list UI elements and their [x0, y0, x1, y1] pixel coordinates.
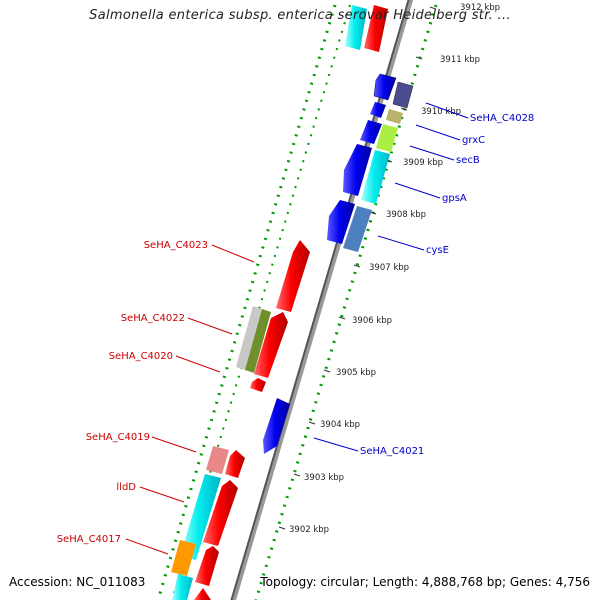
- topology-text: Topology: circular; Length: 4,888,768 bp…: [260, 575, 590, 589]
- gene-arrow-red[interactable]: [195, 546, 219, 586]
- gene-label[interactable]: lldD: [116, 482, 136, 493]
- kbp-label: 3906 kbp: [352, 316, 392, 326]
- kbp-label: 3912 kbp: [460, 3, 500, 13]
- gene-arrow-red[interactable]: [225, 450, 245, 478]
- gene-arrow-blue[interactable]: [370, 102, 386, 118]
- gene-label[interactable]: cysE: [426, 245, 449, 256]
- kbp-label: 3911 kbp: [440, 55, 480, 65]
- gene-arrow-blue[interactable]: [343, 144, 372, 196]
- kbp-label: 3903 kbp: [304, 473, 344, 483]
- kbp-label: 3907 kbp: [369, 263, 409, 273]
- gene-arrow-blue[interactable]: [360, 120, 382, 144]
- gene-arrow-red[interactable]: [254, 312, 288, 378]
- gene-arrow-red[interactable]: [194, 588, 211, 600]
- gene-arrow-olive[interactable]: [386, 109, 403, 124]
- gene-arrow-cyan[interactable]: [180, 474, 221, 560]
- gene-label[interactable]: SeHA_C4019: [86, 432, 150, 443]
- kbp-label: 3902 kbp: [289, 525, 329, 535]
- gene-arrow-cyan[interactable]: [172, 574, 193, 600]
- map-title: Salmonella enterica subsp. enterica sero…: [89, 8, 511, 23]
- gene-arrow-silver[interactable]: [236, 306, 262, 370]
- kbp-label: 3905 kbp: [336, 368, 376, 378]
- gene-arrow-slate[interactable]: [392, 81, 414, 109]
- kbp-label: 3908 kbp: [386, 210, 426, 220]
- gene-arrow-red[interactable]: [203, 480, 238, 546]
- inner-ring-dotted: [156, 4, 337, 600]
- gene-label[interactable]: secB: [456, 155, 480, 166]
- reverse-genes: [171, 5, 388, 600]
- gene-label[interactable]: SeHA_C4021: [360, 446, 424, 457]
- gene-arrow-cyan[interactable]: [361, 150, 390, 204]
- accession-text: Accession: NC_011083: [9, 575, 146, 589]
- kbp-label: 3910 kbp: [421, 107, 461, 117]
- gene-label[interactable]: SeHA_C4028: [470, 113, 534, 124]
- gene-arrow-red[interactable]: [364, 5, 388, 52]
- label-leader-lines: [125, 102, 469, 555]
- gene-arrow-steel[interactable]: [343, 206, 372, 252]
- gene-label[interactable]: SeHA_C4017: [57, 534, 121, 545]
- gene-arrow-blue[interactable]: [263, 398, 290, 454]
- gene-arrow-pink[interactable]: [206, 446, 229, 474]
- kbp-label: 3909 kbp: [403, 158, 443, 168]
- gene-arrow-red[interactable]: [276, 240, 310, 312]
- kbp-label: 3904 kbp: [320, 420, 360, 430]
- gene-label[interactable]: gpsA: [442, 193, 467, 204]
- gene-arrow-blue[interactable]: [373, 73, 397, 101]
- gene-label[interactable]: SeHA_C4023: [144, 240, 208, 251]
- gene-label[interactable]: grxC: [462, 135, 485, 146]
- gene-arrow-orange[interactable]: [171, 540, 196, 576]
- gene-arrow-blue[interactable]: [327, 200, 355, 244]
- gene-arrow-cyan[interactable]: [345, 5, 367, 50]
- gene-arrow-olive-green[interactable]: [245, 309, 271, 373]
- gene-arrow-red[interactable]: [250, 378, 266, 392]
- gene-arrow-lime[interactable]: [376, 124, 398, 152]
- gene-label[interactable]: SeHA_C4020: [109, 351, 173, 362]
- gene-label[interactable]: SeHA_C4022: [121, 313, 185, 324]
- forward-genes: [263, 73, 414, 454]
